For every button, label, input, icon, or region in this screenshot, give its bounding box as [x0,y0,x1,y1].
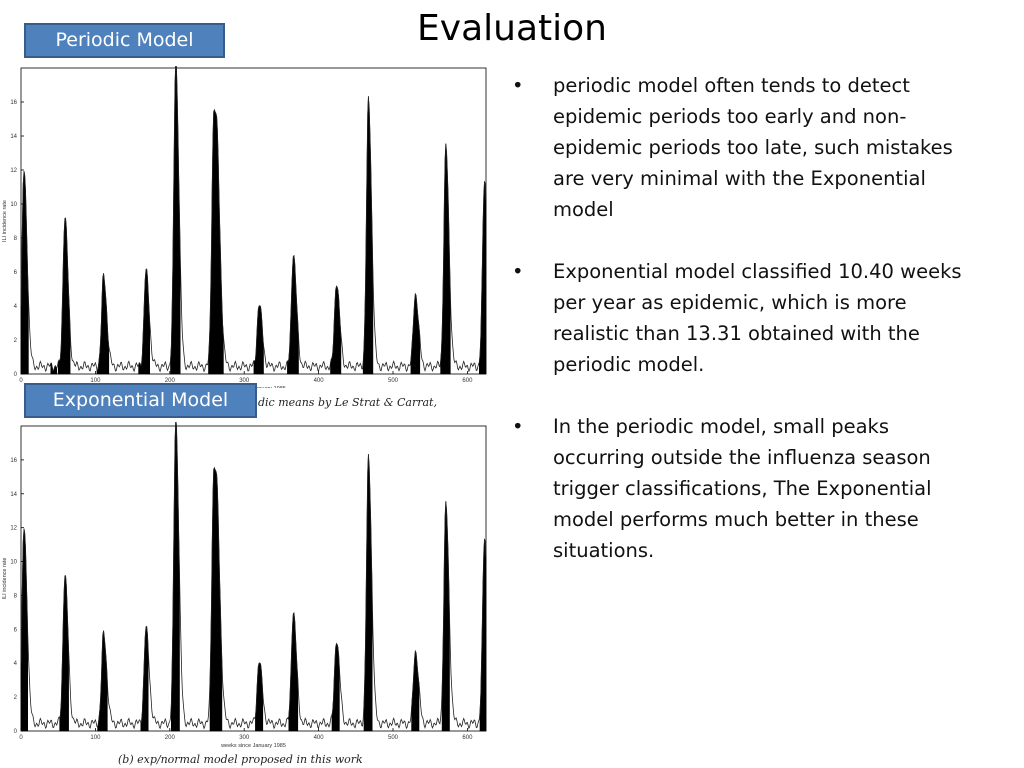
x-tick-label: 400 [314,735,325,741]
bullet-marker: • [512,74,524,97]
y-tick-label: 2 [14,338,18,344]
x-tick-label: 0 [19,378,23,384]
x-tick-label: 600 [462,735,473,741]
plot-frame [20,425,487,732]
x-tick-label: 300 [239,735,250,741]
y-axis-label: ILI incidence rate [2,558,8,600]
y-tick-label: 10 [10,560,17,566]
bullet-item: • periodic model often tends to detect e… [510,70,980,225]
y-tick-label: 0 [14,372,18,378]
y-tick-label: 6 [14,627,18,633]
bullet-text: periodic model often tends to detect epi… [553,74,953,221]
y-tick-label: 16 [10,458,17,464]
exponential-model-label: Exponential Model [24,383,257,418]
y-tick-label: 14 [10,134,17,140]
y-tick-label: 12 [10,526,17,532]
x-tick-label: 400 [314,378,325,384]
bullet-text: Exponential model classified 10.40 weeks… [553,260,962,376]
y-tick-label: 0 [14,729,18,735]
incidence-series-line [20,422,487,730]
y-tick-label: 12 [10,168,17,174]
x-tick-label: 100 [90,735,101,741]
x-tick-label: 0 [19,735,23,741]
y-tick-label: 16 [10,100,17,106]
periodic-chart-caption: dic means by Le Strat & Carrat, [258,396,437,409]
periodic-model-label: Periodic Model [24,23,225,58]
bullet-marker: • [512,260,524,283]
bullet-list: • periodic model often tends to detect e… [510,70,980,597]
y-tick-label: 4 [14,661,18,667]
x-tick-label: 200 [165,378,176,384]
exponential-chart-caption: (b) exp/normal model proposed in this wo… [118,753,363,766]
plot-frame [20,67,487,375]
y-tick-label: 8 [14,236,18,242]
y-tick-label: 8 [14,593,18,599]
incidence-series-line [20,66,487,373]
y-tick-label: 6 [14,270,18,276]
bullet-item: • In the periodic model, small peaks occ… [510,411,980,566]
bullet-text: In the periodic model, small peaks occur… [553,415,932,562]
x-tick-label: 300 [239,378,250,384]
x-axis-label: weeks since January 1985 [220,743,286,749]
y-tick-label: 10 [10,202,17,208]
y-tick-label: 14 [10,492,17,498]
x-tick-label: 500 [388,378,399,384]
y-tick-label: 4 [14,304,18,310]
x-tick-label: 100 [90,378,101,384]
y-tick-label: 2 [14,695,18,701]
slide-title: Evaluation [417,8,607,49]
y-axis-label: ILI incidence rate [2,200,8,242]
exponential-model-chart: 0 100 200 300 400 500 600 0 2 4 6 8 10 12 14 16 weeks si… [2,422,487,749]
bullet-item: • Exponential model classified 10.40 wee… [510,256,980,380]
x-tick-label: 200 [165,735,176,741]
x-tick-label: 600 [462,378,473,384]
x-tick-label: 500 [388,735,399,741]
bullet-marker: • [512,415,524,438]
